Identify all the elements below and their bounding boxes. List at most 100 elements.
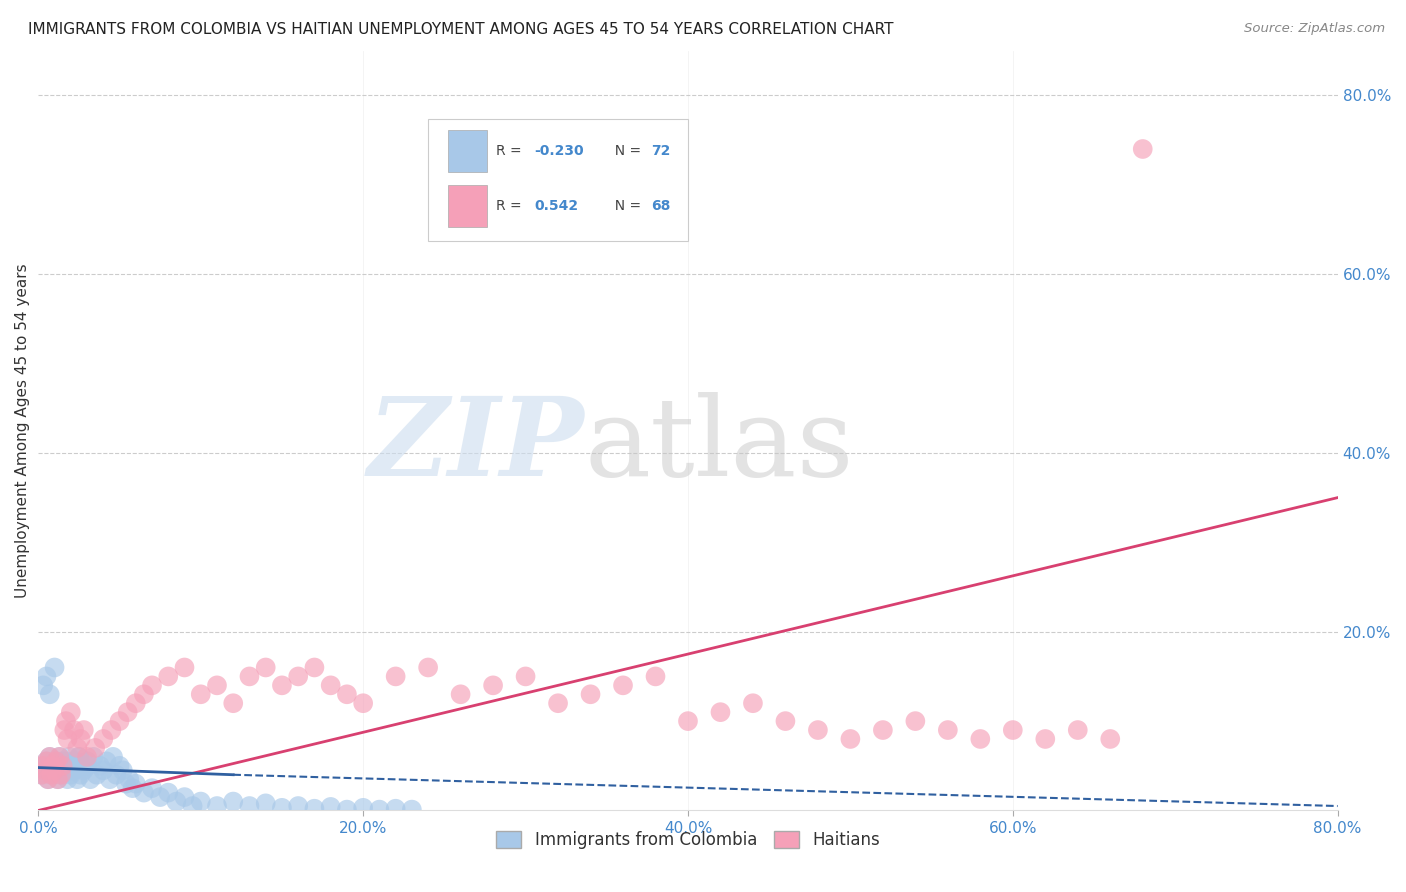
- Point: [141, 781, 163, 796]
- Point: [44, 764, 66, 778]
- Point: [76, 749, 98, 764]
- Point: [287, 669, 309, 683]
- Point: [157, 786, 180, 800]
- Point: [35, 669, 58, 683]
- Point: [42, 759, 65, 773]
- Point: [205, 799, 228, 814]
- Point: [709, 705, 731, 719]
- Point: [238, 669, 260, 683]
- Point: [52, 759, 75, 773]
- Text: atlas: atlas: [583, 392, 853, 500]
- Point: [41, 768, 63, 782]
- Point: [76, 759, 98, 773]
- Point: [132, 786, 155, 800]
- Point: [59, 768, 82, 782]
- Point: [165, 795, 187, 809]
- Point: [38, 749, 60, 764]
- Point: [190, 795, 212, 809]
- Point: [839, 731, 862, 746]
- Text: Source: ZipAtlas.com: Source: ZipAtlas.com: [1244, 22, 1385, 36]
- Point: [52, 759, 75, 773]
- Point: [936, 723, 959, 737]
- Point: [45, 755, 67, 769]
- Point: [37, 772, 59, 787]
- Point: [115, 777, 138, 791]
- Point: [66, 772, 89, 787]
- Point: [775, 714, 797, 728]
- Point: [37, 772, 59, 787]
- Text: 68: 68: [651, 199, 671, 213]
- Point: [58, 749, 80, 764]
- Point: [579, 687, 602, 701]
- Point: [108, 714, 131, 728]
- Point: [44, 660, 66, 674]
- Point: [59, 705, 82, 719]
- Point: [65, 755, 87, 769]
- Point: [238, 799, 260, 814]
- Point: [401, 803, 423, 817]
- Text: R =: R =: [496, 145, 526, 159]
- Point: [319, 800, 342, 814]
- Point: [79, 772, 101, 787]
- Point: [416, 660, 439, 674]
- Point: [44, 764, 66, 778]
- Point: [101, 749, 124, 764]
- Point: [86, 768, 108, 782]
- Point: [31, 768, 53, 782]
- Point: [125, 696, 148, 710]
- Point: [304, 660, 326, 674]
- Point: [63, 764, 86, 778]
- Point: [73, 764, 96, 778]
- Point: [1033, 731, 1056, 746]
- Point: [56, 772, 79, 787]
- Point: [105, 768, 128, 782]
- Point: [644, 669, 666, 683]
- Point: [46, 772, 69, 787]
- Point: [515, 669, 537, 683]
- Point: [173, 790, 195, 805]
- Point: [1132, 142, 1154, 156]
- Point: [612, 678, 634, 692]
- Point: [53, 723, 76, 737]
- Point: [222, 696, 245, 710]
- Point: [66, 740, 89, 755]
- Point: [181, 799, 204, 814]
- Point: [254, 797, 277, 811]
- Text: N =: N =: [606, 145, 645, 159]
- FancyBboxPatch shape: [447, 186, 486, 227]
- Point: [91, 764, 114, 778]
- Point: [62, 759, 84, 773]
- Point: [271, 678, 294, 692]
- Point: [42, 759, 65, 773]
- Point: [872, 723, 894, 737]
- Point: [35, 755, 58, 769]
- Legend: Immigrants from Colombia, Haitians: Immigrants from Colombia, Haitians: [489, 824, 886, 855]
- Point: [111, 764, 134, 778]
- Point: [384, 669, 406, 683]
- Point: [73, 723, 96, 737]
- Point: [173, 660, 195, 674]
- Point: [1067, 723, 1090, 737]
- Point: [450, 687, 472, 701]
- Point: [117, 705, 139, 719]
- Point: [384, 802, 406, 816]
- Point: [98, 772, 121, 787]
- Point: [76, 755, 98, 769]
- Point: [125, 777, 148, 791]
- Point: [482, 678, 505, 692]
- Point: [45, 755, 67, 769]
- Point: [38, 687, 60, 701]
- Point: [100, 723, 122, 737]
- Point: [157, 669, 180, 683]
- Point: [304, 802, 326, 816]
- Point: [83, 749, 105, 764]
- Point: [287, 799, 309, 814]
- Point: [69, 731, 91, 746]
- Point: [1001, 723, 1024, 737]
- Point: [69, 768, 91, 782]
- Point: [89, 759, 111, 773]
- Point: [52, 755, 75, 769]
- Point: [67, 749, 90, 764]
- Point: [35, 755, 58, 769]
- Text: -0.230: -0.230: [534, 145, 585, 159]
